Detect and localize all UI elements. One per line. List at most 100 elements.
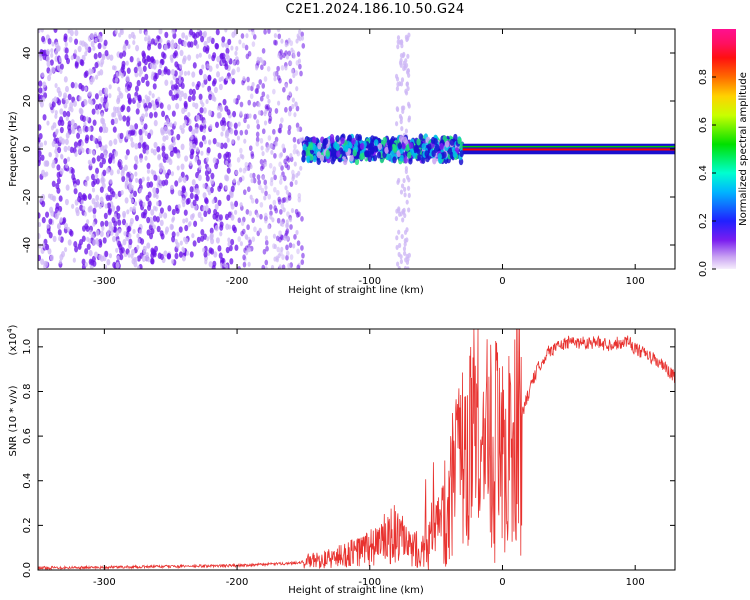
spectrogram-point (232, 60, 236, 66)
spectrogram-point (312, 136, 317, 144)
spectrogram-point (230, 201, 234, 207)
spectrogram-point (78, 127, 83, 135)
spectrogram-point (279, 174, 284, 181)
spectrogram-point (282, 207, 286, 213)
spectrogram-point (179, 125, 183, 131)
spectrogram-point (402, 65, 406, 72)
spectrogram-point (170, 84, 175, 91)
spectrogram-point (128, 238, 133, 246)
spectrogram-point (304, 149, 310, 157)
spectrogram-point (41, 200, 46, 208)
spectrogram-point (70, 55, 74, 61)
spectrogram-point (259, 165, 264, 172)
spectrogram-point (44, 160, 49, 167)
spectrogram-point (203, 139, 207, 145)
spectrogram-point (85, 176, 89, 182)
spectrogram-point (201, 82, 205, 88)
spectrogram-point (135, 44, 140, 52)
spectrogram-point (213, 96, 217, 102)
spectrogram-point (54, 213, 59, 220)
spectrogram-point (287, 37, 291, 43)
spectrogram-point (158, 29, 163, 35)
spectrogram-point (58, 56, 62, 63)
spectrogram-point (192, 102, 196, 108)
spectrogram-point (91, 157, 96, 164)
spectrogram-point (99, 230, 104, 237)
spectrogram-point (83, 41, 87, 47)
spectrogram-point (108, 140, 113, 147)
spectrogram-point (237, 217, 242, 224)
spectrogram-point (292, 136, 297, 143)
spectrogram-point (199, 141, 204, 148)
spectrogram-point (109, 169, 114, 176)
spectrogram-point (270, 264, 275, 269)
spectrogram-point (109, 178, 113, 185)
spectrogram-point (214, 203, 219, 210)
spectrogram-point (240, 230, 244, 237)
spectrogram-point (121, 218, 126, 226)
spectrogram-point (300, 31, 304, 38)
spectrogram-point (417, 153, 422, 161)
spectrogram-point (57, 210, 61, 216)
spectrogram-point (286, 235, 290, 241)
spectrogram-point (40, 258, 45, 265)
spectrogram-point (259, 159, 264, 165)
spectrogram-point (140, 120, 144, 126)
spectrogram-point (182, 55, 187, 62)
spectrogram-point (109, 54, 114, 61)
spectrogram-point (200, 216, 204, 222)
spectrogram-point (51, 66, 56, 74)
spectrogram-point (163, 212, 168, 219)
spectrogram-point (325, 149, 330, 157)
spectrogram-point (225, 175, 230, 182)
spectrogram-point (163, 66, 168, 73)
spectrogram-point (155, 59, 159, 65)
spectrogram-point (98, 126, 103, 133)
spectrogram-point (105, 167, 110, 174)
spectrogram-point (246, 124, 250, 130)
spectrogram-point (132, 206, 137, 213)
spectrogram-point (104, 91, 108, 97)
spectrogram-point (156, 225, 161, 233)
spectrogram-point (234, 209, 238, 215)
spectrogram-point (159, 183, 163, 189)
spectrogram-point (170, 259, 175, 265)
spectrogram-point (370, 135, 375, 143)
spectrogram-point (266, 65, 271, 72)
spectrogram-point (84, 51, 88, 57)
spectrogram-point (162, 169, 167, 175)
spectrogram-point (107, 209, 112, 216)
spectrogram-point (118, 228, 122, 234)
spectrogram-point (264, 212, 268, 219)
spectrogram-point (213, 208, 218, 216)
spectrogram-point (294, 101, 298, 107)
spectrogram-point (127, 252, 131, 258)
spectrogram-point (399, 62, 403, 68)
spectrogram-point (113, 220, 118, 227)
spectrogram-point (175, 102, 180, 110)
spectrogram-point (81, 258, 86, 266)
spectrogram-point (55, 182, 60, 190)
spectrogram-point (231, 138, 235, 145)
spectrogram-point (284, 83, 288, 89)
spectrogram-point (184, 35, 189, 41)
spectrogram-point (93, 53, 98, 60)
spectrogram-point (77, 243, 82, 250)
spectrogram-point (124, 222, 129, 228)
spectrogram-point (177, 177, 182, 183)
spectrogram-point (97, 70, 101, 76)
spectrogram-point (221, 41, 226, 48)
spectrogram-point (277, 52, 281, 59)
spectrogram-point (398, 39, 402, 46)
spectrogram-point (306, 155, 311, 163)
spectrogram-point (190, 134, 194, 141)
spectrogram-point (232, 110, 237, 118)
spectrogram-point (181, 246, 185, 252)
spectrogram-point (64, 47, 69, 54)
spectrogram-point (144, 155, 148, 161)
spectrogram-point (281, 143, 286, 150)
spectrogram-point (258, 184, 262, 191)
spectrogram-point (154, 206, 158, 212)
y-tick-label: 0 (22, 146, 33, 152)
spectrogram-point (146, 242, 151, 249)
